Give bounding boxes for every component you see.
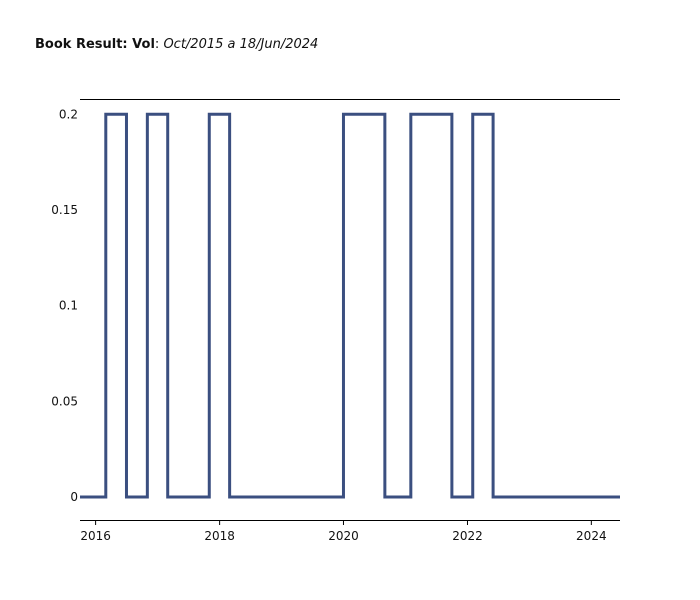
chart-axes [80,99,620,521]
x-tick-label: 2018 [204,529,235,543]
series-line [80,112,620,499]
x-tick-label: 2020 [328,529,359,543]
chart-title-separator: : [154,37,160,52]
chart-title: Book Result: Vol: Oct/2015 a 18/Jun/2024 [35,37,318,52]
y-tick-label: 0.2 [59,107,78,121]
x-tick-label: 2024 [576,529,607,543]
y-tick-label: 0 [70,490,78,504]
y-tick-label: 0.05 [51,394,78,408]
y-tick-label: 0.1 [59,299,78,313]
x-tick-label: 2016 [80,529,111,543]
chart-title-range: Oct/2015 a 18/Jun/2024 [163,37,319,52]
chart-title-bold: Book Result: Vol [35,37,155,52]
chart-ticks: 0 0.05 0.1 0.15 0.2 2016 2018 2020 2022 2024 [51,107,606,543]
chart-series [80,112,620,499]
x-tick-label: 2022 [452,529,483,543]
y-tick-label: 0.15 [51,203,78,217]
